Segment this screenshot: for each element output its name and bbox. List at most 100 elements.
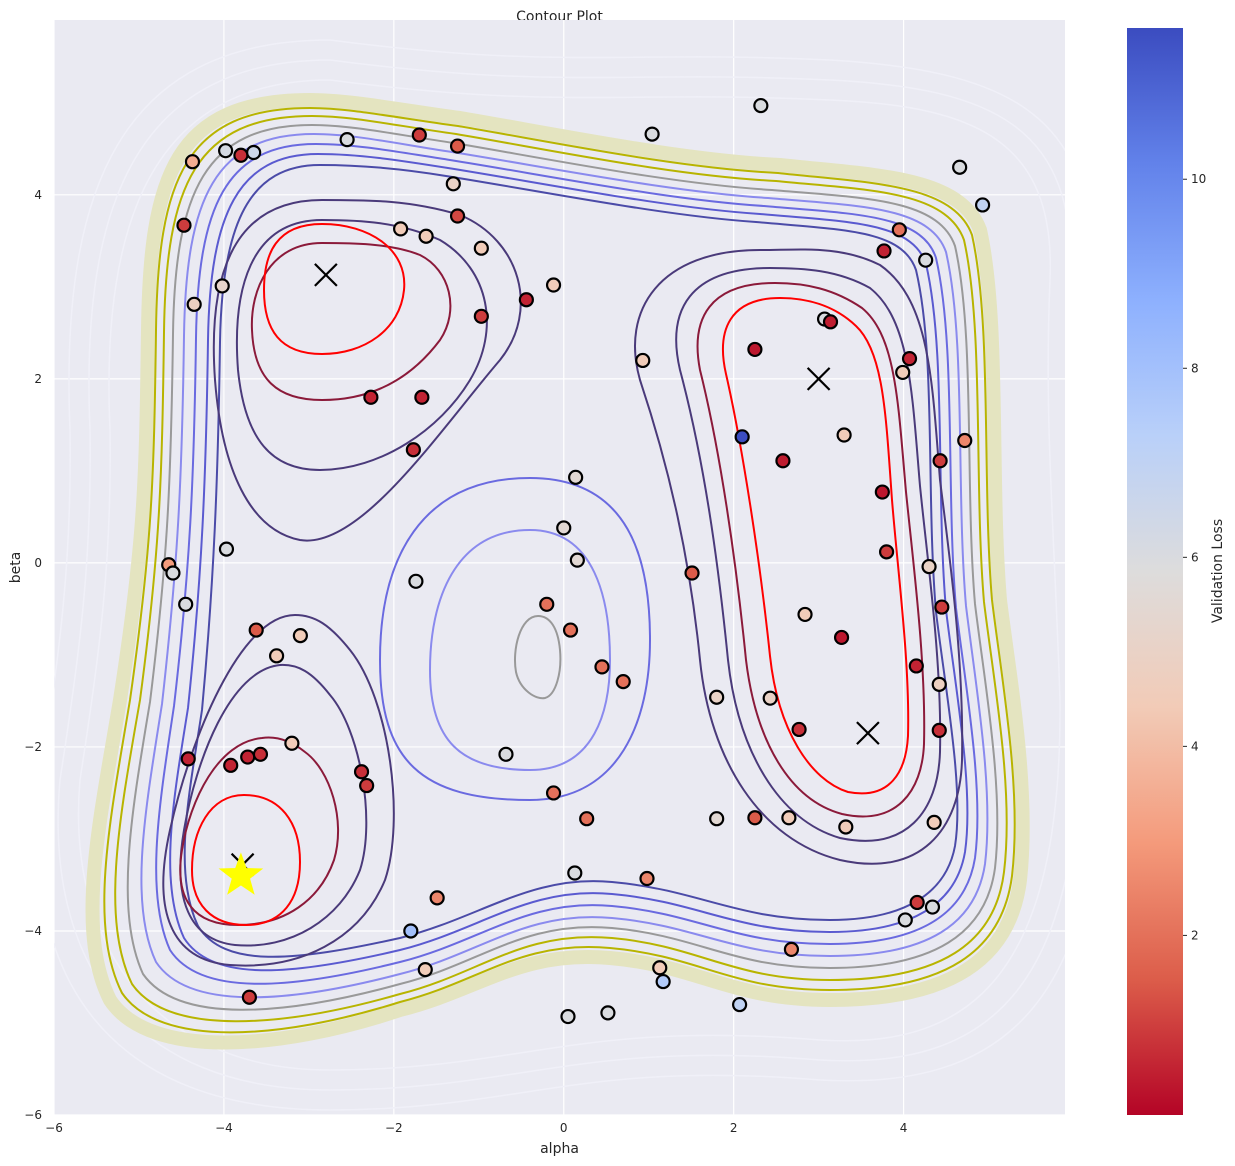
data-point [908,658,924,674]
contour-faint-ring [77,79,1061,1071]
y-tick-label: 2 [34,372,42,386]
contour-basin-right [634,248,964,865]
contour-lines [54,39,1065,1111]
x-tick-label: −2 [385,1121,403,1135]
data-point [252,746,269,762]
x-axis-label: alpha [540,1141,579,1157]
data-point [560,1008,576,1025]
data-point [408,573,424,589]
data-point [600,1005,616,1021]
x-tick-label: 0 [560,1121,568,1135]
data-point [214,278,230,294]
data-point [414,389,430,405]
colorbar-tick-label: 10 [1191,172,1206,186]
data-point [901,351,918,367]
x-tick-label: −6 [45,1121,63,1135]
colorbar-tick-label: 8 [1191,361,1199,375]
contour-basin-right [675,266,942,842]
data-point [405,442,421,458]
data-point [775,453,791,469]
data-point [652,960,668,976]
data-point [246,144,262,161]
data-point [359,777,375,794]
data-point [445,176,461,192]
data-point [393,221,409,237]
data-point [567,865,583,881]
data-point [934,599,950,615]
data-point [284,735,300,751]
contour-level-pale-yellow [85,92,1030,1050]
data-point [644,126,660,142]
y-tick-label: 0 [34,556,42,570]
data-point [418,228,434,244]
contour-basin-ul [250,241,452,402]
minimum-x-marker [314,263,338,287]
data-point [924,899,941,915]
x-tick-label: 2 [730,1121,738,1135]
minimum-x-marker [856,721,880,745]
data-point [449,208,466,224]
data-point [403,923,419,939]
data-point [709,689,725,705]
contour-basin-ll [179,663,368,947]
data-point [556,520,572,536]
data-point [747,341,763,358]
data-point [240,749,256,765]
contour-level-darkblue [183,163,959,958]
colorbar-tick-label: 2 [1191,928,1199,942]
data-point [248,622,264,638]
contour-level-yellow [114,114,1008,1023]
data-point [762,690,778,706]
data-point [473,308,489,324]
best-star [218,852,264,895]
data-point [639,870,655,887]
colorbar-label: Validation Loss [1210,519,1226,623]
data-point [895,364,911,381]
data-point [363,389,379,405]
data-point [732,996,748,1013]
data-point [594,659,610,675]
contour-level-blue [155,142,979,985]
y-tick-label: −2 [24,740,42,754]
data-point [353,764,370,780]
data-point [781,810,797,826]
data-point [931,676,947,692]
data-point [165,565,181,581]
sample-points [161,97,991,1025]
data-point [568,469,584,485]
contour-level-blue [169,152,969,972]
data-point [876,243,892,259]
data-point [838,819,854,835]
data-point [897,912,913,928]
colorbar-gradient [1127,28,1183,1115]
data-point [473,240,489,256]
data-point [539,596,555,612]
data-point [417,962,433,978]
minimum-x-stroke [314,263,338,287]
data-point [218,541,235,557]
data-point [921,558,937,575]
data-point [615,674,631,690]
data-point [957,432,973,449]
data-point [747,810,763,826]
data-point [709,811,725,827]
data-point [655,973,671,990]
contour-faint-ring [54,39,1065,1111]
data-point [791,721,807,738]
colorbar-tick-label: 4 [1191,739,1199,753]
colorbar-ticks: 2 4 6 8 10 [1183,172,1206,942]
data-point [241,989,258,1005]
contour-basin-ul [235,218,488,472]
x-tick-label: −4 [215,1121,233,1135]
data-point [891,222,907,238]
data-point [878,544,895,560]
contour-saddle [378,476,652,802]
data-point [411,127,427,143]
contour-faint-ring [57,59,1065,1091]
data-point [932,453,948,469]
data-point [223,757,239,773]
y-tick-label: −4 [24,924,42,938]
data-point [545,277,562,293]
data-point [783,941,800,957]
